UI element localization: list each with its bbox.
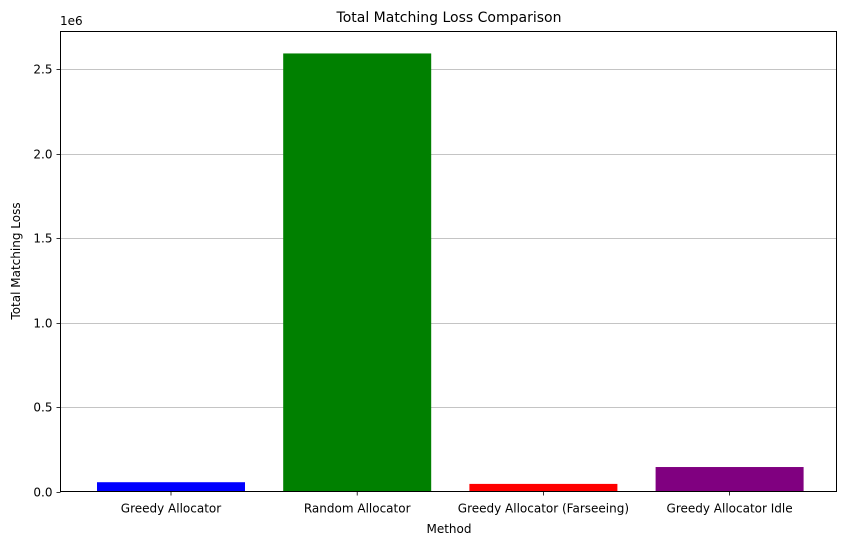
bar-greedy-allocator-idle — [655, 467, 804, 492]
bar-random-allocator — [283, 53, 432, 492]
x-tick-label: Greedy Allocator Idle — [667, 502, 793, 516]
y-tick-label: 0.5 — [33, 401, 52, 415]
y-tick-label: 1.5 — [33, 232, 52, 246]
x-tick-label: Greedy Allocator (Farseeing) — [458, 502, 629, 516]
grid-lines — [60, 69, 837, 408]
x-tick-label: Greedy Allocator — [121, 502, 221, 516]
bar-greedy-allocator — [97, 482, 245, 492]
x-tick-label: Random Allocator — [304, 502, 411, 516]
y-offset-label: 1e6 — [60, 14, 83, 28]
bar-greedy-allocator-farseeing — [469, 483, 618, 492]
x-axis-ticks: Greedy Allocator Random Allocator Greedy A… — [121, 491, 793, 516]
y-tick-label: 0.0 — [33, 486, 52, 500]
y-tick-label: 1.0 — [33, 317, 52, 331]
x-axis-label: Method — [426, 522, 471, 536]
bars — [97, 53, 804, 492]
y-tick-label: 2.0 — [33, 148, 52, 162]
y-axis-ticks: 0.0 0.5 1.0 1.5 2.0 2.5 — [33, 63, 61, 500]
axes-frame — [60, 31, 837, 492]
y-axis-label: Total Matching Loss — [9, 202, 23, 320]
y-tick-label: 2.5 — [33, 63, 52, 77]
chart-title: Total Matching Loss Comparison — [336, 10, 562, 26]
